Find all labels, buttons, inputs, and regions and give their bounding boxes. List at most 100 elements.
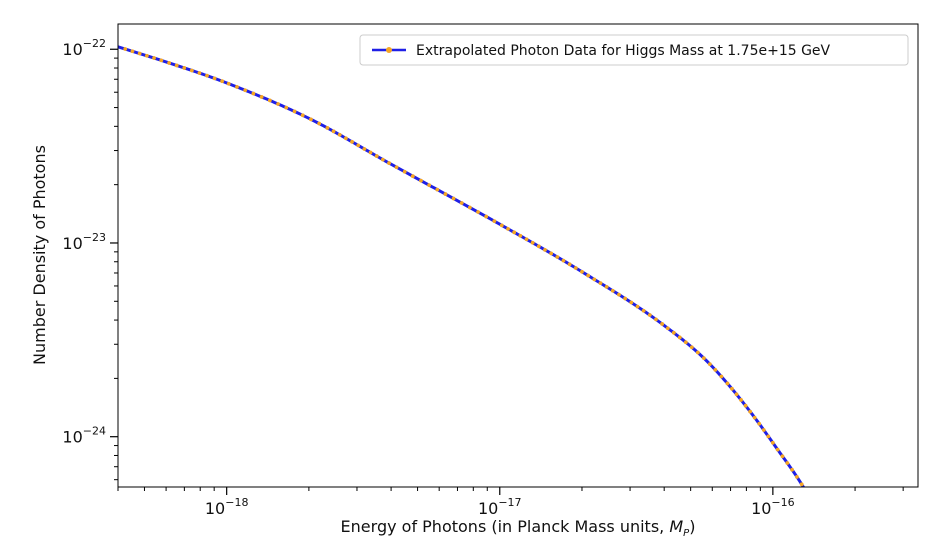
data-point-marker <box>543 247 547 252</box>
data-point-marker <box>701 356 706 361</box>
data-point-marker <box>725 381 730 386</box>
data-point-marker <box>713 367 718 372</box>
series-line <box>118 45 806 487</box>
data-point-marker <box>410 174 415 179</box>
data-point-marker <box>739 398 743 402</box>
data-point-marker <box>775 447 780 452</box>
minor-ticks <box>114 57 904 491</box>
data-point-marker <box>205 73 209 78</box>
data-point-marker <box>235 85 239 89</box>
data-point-marker <box>757 421 762 426</box>
data-point-marker <box>719 374 724 379</box>
data-point-marker <box>243 88 248 93</box>
data-point-marker <box>350 139 354 144</box>
data-point-marker <box>343 136 348 141</box>
data-point-marker <box>654 317 658 322</box>
data-point-marker <box>623 296 628 301</box>
data-point-marker <box>492 219 497 224</box>
data-point-marker <box>555 255 560 259</box>
data-point-marker <box>159 58 164 63</box>
data-point-marker <box>561 258 566 263</box>
data-point-marker <box>604 285 609 289</box>
data-point-marker <box>380 157 385 162</box>
data-point-marker <box>220 79 225 84</box>
data-point-marker <box>387 161 391 165</box>
data-point-marker <box>677 335 682 340</box>
data-point-marker <box>799 482 804 487</box>
data-point-marker <box>660 322 665 326</box>
data-point-marker <box>790 467 794 472</box>
x-tick-label: 10−17 <box>478 496 522 518</box>
data-point-marker <box>292 109 297 114</box>
data-point-marker <box>152 56 156 60</box>
data-point-marker <box>671 330 676 335</box>
legend: Extrapolated Photon Data for Higgs Mass … <box>359 34 909 66</box>
data-point-marker <box>459 201 464 205</box>
data-point-marker <box>598 281 603 286</box>
data-point-marker <box>368 150 373 155</box>
plot-frame <box>117 23 919 488</box>
data-point-marker <box>761 428 766 432</box>
y-tick-label: 10−22 <box>62 37 106 59</box>
data-point-marker <box>647 313 652 317</box>
data-point-marker <box>284 105 289 110</box>
data-point-marker <box>300 113 305 118</box>
data-point-marker <box>683 340 688 345</box>
data-point-marker <box>617 292 621 297</box>
data-point-marker <box>573 266 578 270</box>
data-point-marker <box>734 392 739 397</box>
data-point-marker <box>394 165 399 170</box>
series-layer <box>118 45 806 487</box>
data-point-marker <box>512 230 517 235</box>
y-tick-label: 10−24 <box>62 425 106 447</box>
data-point-marker <box>443 192 448 196</box>
data-point-marker <box>770 440 775 445</box>
data-point-marker <box>189 68 194 73</box>
data-point-marker <box>730 386 734 391</box>
data-point-marker <box>337 132 342 137</box>
data-point-marker <box>499 223 504 228</box>
data-point-marker <box>331 129 336 134</box>
data-point-marker <box>524 237 529 242</box>
data-point-marker <box>267 98 272 103</box>
x-tick-label: 10−16 <box>751 496 795 518</box>
data-point-marker <box>785 461 790 465</box>
data-point-marker <box>518 233 523 238</box>
data-point-marker <box>325 126 330 130</box>
data-point-marker <box>748 409 753 414</box>
data-point-marker <box>144 53 149 58</box>
major-ticks <box>110 48 774 495</box>
data-point-marker <box>586 273 591 278</box>
y-axis-label: Number Density of Photons <box>30 145 49 365</box>
data-point-marker <box>259 95 264 99</box>
data-point-marker <box>506 226 510 231</box>
data-point-marker <box>635 304 640 309</box>
data-point-marker <box>592 277 597 282</box>
y-tick-label: 10−23 <box>62 231 106 253</box>
data-point-marker <box>182 66 187 70</box>
data-point-marker <box>419 178 423 183</box>
data-point-marker <box>374 154 379 158</box>
data-point-marker <box>689 345 694 350</box>
data-point-marker <box>795 474 799 479</box>
data-point-marker <box>451 196 456 201</box>
legend-label: Extrapolated Photon Data for Higgs Mass … <box>416 43 831 59</box>
x-tick-label: 10−18 <box>205 496 249 518</box>
data-point-marker <box>467 205 472 210</box>
data-point-marker <box>317 121 322 126</box>
data-point-marker <box>226 81 231 86</box>
data-point-marker <box>743 403 748 408</box>
legend-box <box>359 34 909 66</box>
data-point-marker <box>665 326 670 331</box>
data-point-marker <box>427 183 432 188</box>
data-point-marker <box>549 251 554 256</box>
data-point-marker <box>362 147 367 151</box>
data-point-marker <box>695 350 700 355</box>
data-point-marker <box>484 214 489 219</box>
data-point-marker <box>123 47 128 51</box>
data-point-marker <box>629 300 634 305</box>
data-point-marker <box>707 362 712 367</box>
